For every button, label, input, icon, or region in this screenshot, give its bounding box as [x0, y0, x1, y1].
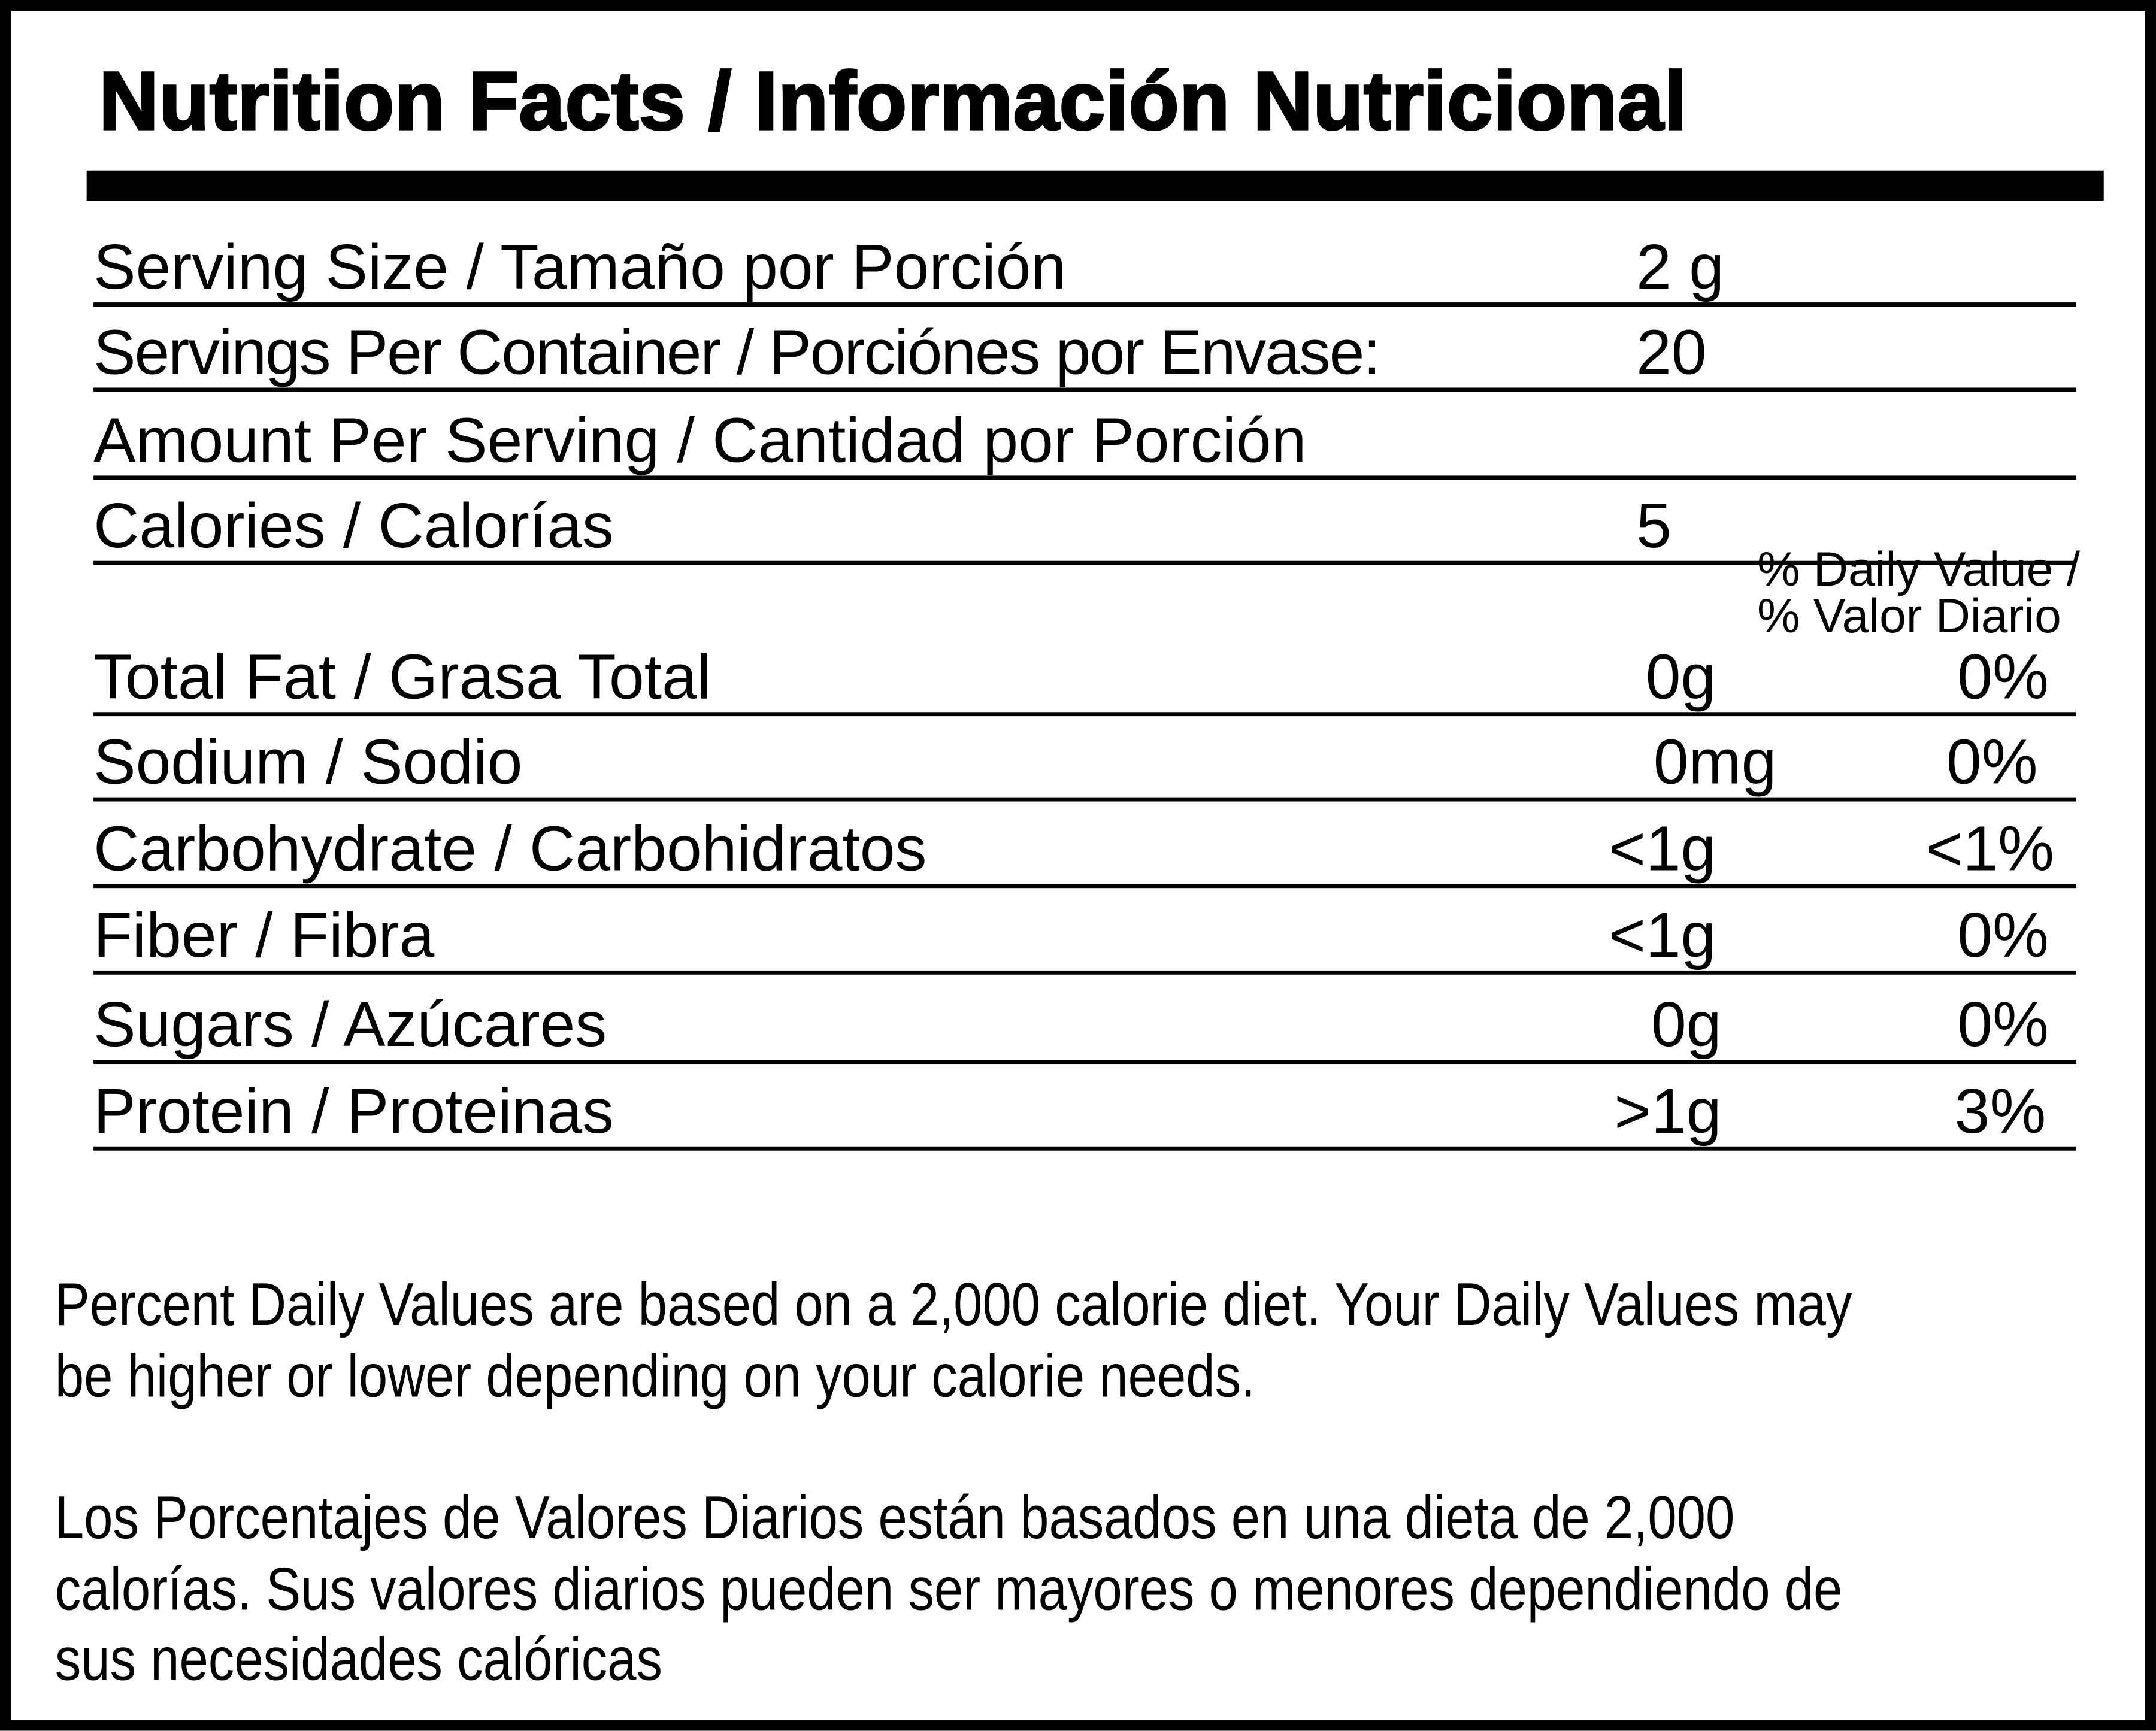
row-label: Calories / Calorías [93, 489, 614, 561]
row-label: Amount Per Serving / Cantidad por Porció… [93, 404, 1307, 476]
nutrient-row: Protein / Proteinas >1g 3% [93, 1064, 2076, 1151]
footnote-es-line: sus necesidades calóricas [54, 1626, 662, 1694]
nutrient-amount: 0g [1651, 988, 1722, 1060]
daily-value-header: % Daily Value / % Valor Diario [1757, 542, 2081, 644]
servings-per-container-row: Servings Per Container / Porciónes por E… [93, 305, 2076, 392]
nutrient-amount: <1g [1609, 812, 1716, 884]
nutrient-label: Total Fat / Grasa Total [93, 640, 711, 713]
nutrient-amount: <1g [1609, 899, 1716, 971]
row-value: 2 g [1636, 231, 1724, 303]
nutrient-label: Carbohydrate / Carbohidratos [93, 812, 927, 884]
nutrient-row: Fiber / Fibra <1g 0% [93, 888, 2076, 975]
nutrient-label: Protein / Proteinas [93, 1075, 614, 1147]
nutrient-amount: 0mg [1653, 726, 1777, 798]
nutrient-percent: 0% [1957, 899, 2049, 971]
nutrient-label: Fiber / Fibra [93, 899, 435, 971]
footnote-en-line: be higher or lower depending on your cal… [54, 1343, 1256, 1411]
title-divider [86, 170, 2104, 201]
nutrient-amount: 0g [1645, 640, 1716, 713]
footnote-es-line: calorías. Sus valores diarios pueden ser… [54, 1556, 1843, 1624]
footnote-es-line: Los Porcentajes de Valores Diarios están… [54, 1484, 1735, 1553]
nutrient-percent: <1% [1925, 812, 2055, 884]
serving-size-row: Serving Size / Tamaño por Porción 2 g [93, 220, 2076, 307]
row-value: 5 [1636, 489, 1671, 561]
nutrient-percent: 0% [1957, 988, 2049, 1060]
nutrient-row: Total Fat / Grasa Total 0g 0% [93, 630, 2076, 717]
calories-row: Calories / Calorías 5 [93, 478, 2076, 565]
nutrient-label: Sugars / Azúcares [93, 988, 607, 1060]
daily-value-header-line: % Valor Diario [1757, 589, 2061, 644]
daily-value-header-line: % Daily Value / [1757, 542, 2081, 597]
amount-per-serving-row: Amount Per Serving / Cantidad por Porció… [93, 393, 2076, 480]
row-label: Serving Size / Tamaño por Porción [93, 231, 1067, 303]
row-value: 20 [1636, 316, 1707, 388]
nutrient-amount: >1g [1614, 1075, 1722, 1147]
nutrient-row: Sugars / Azúcares 0g 0% [93, 977, 2076, 1065]
footnote-en-line: Percent Daily Values are based on a 2,00… [54, 1271, 1852, 1339]
nutrient-label: Sodium / Sodio [93, 726, 523, 798]
nutrient-percent: 0% [1957, 640, 2049, 713]
nutrient-percent: 0% [1946, 726, 2038, 798]
label-title: Nutrition Facts / Información Nutriciona… [98, 54, 1688, 148]
nutrient-row: Carbohydrate / Carbohidratos <1g <1% [93, 802, 2076, 889]
nutrient-percent: 3% [1954, 1075, 2046, 1147]
nutrient-row: Sodium / Sodio 0mg 0% [93, 715, 2076, 802]
row-label: Servings Per Container / Porciónes por E… [93, 316, 1380, 388]
